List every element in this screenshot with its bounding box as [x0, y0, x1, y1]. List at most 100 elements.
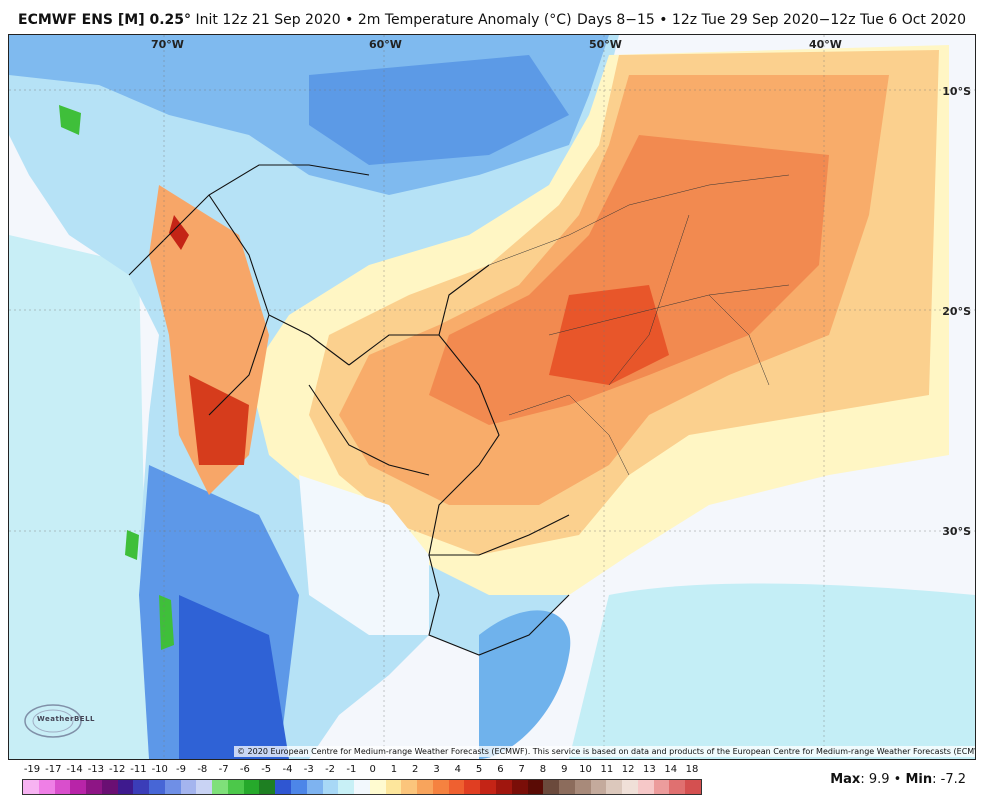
colorbar-label: 9: [561, 764, 568, 775]
ecmwf-credit: © 2020 European Centre for Medium-range …: [234, 746, 975, 757]
colorbar-swatch: [291, 780, 307, 794]
colorbar-label: -4: [282, 764, 293, 775]
colorbar-label: -13: [87, 764, 105, 775]
colorbar-swatch: [417, 780, 433, 794]
lon-label-60w: 60°W: [369, 38, 402, 51]
colorbar-swatch: [369, 780, 386, 794]
stats-separator: •: [893, 772, 902, 787]
colorbar-swatch: [606, 780, 623, 794]
colorbar-swatch: [164, 780, 181, 794]
colorbar-swatches: [22, 779, 702, 795]
colorbar-legend: -19 -17 -14 -13 -12 -11 -10 -9 -8 -7 -6 -5 -4 -3 -2 -1 0…: [22, 764, 702, 796]
colorbar-swatch: [543, 780, 560, 794]
colorbar-swatch: [243, 780, 260, 794]
colorbar-swatch: [354, 780, 370, 794]
colorbar-swatch: [432, 780, 449, 794]
colorbar-label: 5: [475, 764, 483, 775]
anomaly-map: 70°W 60°W 50°W 40°W 10°S 20°S 30°S Weath…: [8, 34, 976, 760]
atlantic-cool-area: [569, 583, 975, 759]
title-separator: •: [345, 12, 354, 28]
max-min-stats: Max: 9.9 • Min: -7.2: [830, 772, 966, 787]
colorbar-label: 10: [579, 764, 592, 775]
colorbar-swatch: [448, 780, 465, 794]
colorbar-swatch: [117, 780, 134, 794]
colorbar-swatch: [196, 780, 213, 794]
colorbar-label: 2: [412, 764, 419, 775]
graticule: [9, 35, 975, 759]
colorbar-swatch: [574, 780, 591, 794]
north-cool-core: [309, 55, 569, 165]
warm-strong-region: [429, 135, 829, 425]
colorbar-label: -9: [176, 764, 187, 775]
max-value: : 9.9: [860, 772, 890, 787]
colorbar-label: 0: [369, 764, 376, 775]
degree-mark: °: [184, 12, 192, 28]
colorbar-label: -5: [261, 764, 272, 775]
colorbar-swatch: [685, 780, 701, 794]
colorbar-label: 13: [643, 764, 656, 775]
colorbar-swatch: [464, 780, 481, 794]
colorbar-label: -3: [303, 764, 314, 775]
near-zero-area: [299, 475, 429, 635]
colorbar-label: 4: [454, 764, 461, 775]
colorbar-swatch: [259, 780, 276, 794]
lon-label-40w: 40°W: [809, 38, 842, 51]
colorbar-label: -12: [108, 764, 126, 775]
colorbar-label: 12: [621, 764, 635, 775]
colorbar-labels: -19 -17 -14 -13 -12 -11 -10 -9 -8 -7 -6 -5 -4 -3 -2 -1 0…: [22, 764, 702, 778]
colorbar-swatch: [653, 780, 670, 794]
colorbar-label: -7: [218, 764, 229, 775]
colorbar-label: 11: [600, 764, 614, 775]
lat-label-10s: 10°S: [942, 85, 971, 98]
colorbar-swatch: [180, 780, 197, 794]
colorbar-label: -11: [130, 764, 147, 775]
colorbar-swatch: [133, 780, 150, 794]
colorbar-swatch: [338, 780, 355, 794]
colorbar-label: 18: [685, 764, 699, 775]
colorbar-swatch: [559, 780, 575, 794]
colorbar-swatch: [480, 780, 496, 794]
cold-spot-chile: [125, 530, 139, 560]
logo-text: WeatherBELL: [37, 715, 96, 723]
colorbar-label: -8: [197, 764, 208, 775]
max-label: Max: [830, 772, 861, 787]
colorbar-swatch: [275, 780, 292, 794]
colorbar-swatch: [669, 780, 686, 794]
colorbar-swatch: [149, 780, 165, 794]
valid-period: Days 8−15 • 12z Tue 29 Sep 2020−12z Tue …: [576, 12, 966, 28]
colorbar-label: -1: [346, 764, 357, 775]
lat-label-20s: 20°S: [942, 305, 971, 318]
colorbar-label: 14: [664, 764, 678, 775]
lon-label-70w: 70°W: [151, 38, 184, 51]
header: ECMWF ENS [M] 0.25° Init 12z 21 Sep 2020…: [0, 0, 984, 34]
colorbar-swatch: [401, 780, 418, 794]
pacific-anomaly: [9, 235, 149, 759]
state-borders: [488, 174, 790, 476]
cold-spot-ecuador: [59, 105, 81, 135]
patagonia-cool-core: [179, 595, 289, 759]
colorbar-swatch: [86, 780, 102, 794]
colorbar-swatch: [54, 780, 71, 794]
colorbar-swatch: [590, 780, 607, 794]
chart-title: ECMWF ENS [M] 0.25° Init 12z 21 Sep 2020…: [18, 12, 572, 28]
init-time: Init 12z 21 Sep 2020: [195, 12, 341, 28]
colorbar-label: -6: [239, 764, 250, 775]
lat-label-30s: 30°S: [942, 525, 971, 538]
colorbar-label: -14: [66, 764, 83, 775]
model-name: ECMWF ENS [M] 0.25: [18, 12, 185, 28]
map-canvas: [9, 35, 975, 759]
colorbar-swatch: [495, 780, 512, 794]
colorbar-swatch: [23, 780, 39, 794]
colorbar-label: 7: [518, 764, 525, 775]
colorbar-swatch: [212, 780, 228, 794]
min-label: Min: [905, 772, 933, 787]
colorbar-label: -2: [325, 764, 336, 775]
colorbar-swatch: [322, 780, 339, 794]
andes-hot-spot: [189, 375, 249, 465]
colorbar-label: 3: [433, 764, 440, 775]
colorbar-swatch: [101, 780, 118, 794]
colorbar-swatch: [38, 780, 55, 794]
weatherbell-logo: WeatherBELL: [21, 701, 95, 741]
logo-icon: [24, 704, 82, 738]
colorbar-label: 6: [497, 764, 504, 775]
